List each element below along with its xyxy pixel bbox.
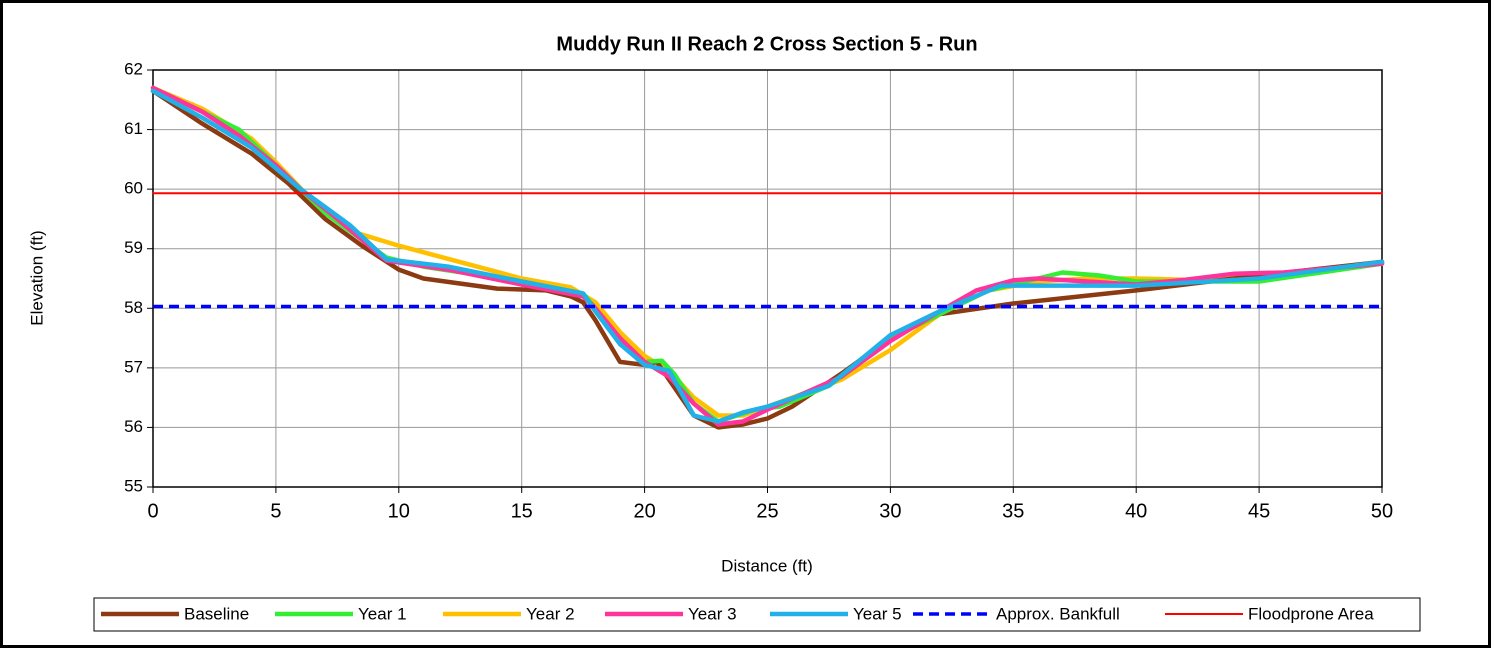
y-axis-label: Elevation (ft) [27, 230, 46, 325]
legend-label: Year 2 [526, 604, 575, 623]
x-tick-label: 15 [511, 500, 533, 522]
legend-label: Baseline [184, 604, 249, 623]
x-tick-label: 45 [1248, 500, 1270, 522]
y-tick-label: 60 [124, 179, 143, 198]
y-tick-label: 59 [124, 238, 143, 257]
legend-label: Year 3 [688, 604, 737, 623]
y-tick-label: 62 [124, 59, 143, 78]
legend-label: Year 5 [853, 604, 902, 623]
x-tick-label: 35 [1002, 500, 1024, 522]
x-tick-label: 5 [270, 500, 281, 522]
x-axis-label: Distance (ft) [721, 556, 813, 575]
x-tick-label: 10 [388, 500, 410, 522]
x-tick-label: 30 [879, 500, 901, 522]
x-tick-label: 50 [1371, 500, 1393, 522]
y-tick-label: 55 [124, 476, 143, 495]
legend-label: Year 1 [358, 604, 407, 623]
x-tick-label: 25 [756, 500, 778, 522]
y-tick-label: 58 [124, 298, 143, 317]
y-tick-label: 61 [124, 119, 143, 138]
chart-title: Muddy Run II Reach 2 Cross Section 5 - R… [556, 33, 977, 55]
y-tick-label: 57 [124, 357, 143, 376]
x-tick-label: 0 [147, 500, 158, 522]
legend-label: Floodprone Area [1248, 604, 1374, 623]
series-line [150, 88, 1385, 424]
y-tick-label: 56 [124, 417, 143, 436]
x-tick-label: 40 [1125, 500, 1147, 522]
legend-label: Approx. Bankfull [996, 604, 1120, 623]
plot-frame [152, 69, 1383, 488]
x-tick-label: 20 [633, 500, 655, 522]
